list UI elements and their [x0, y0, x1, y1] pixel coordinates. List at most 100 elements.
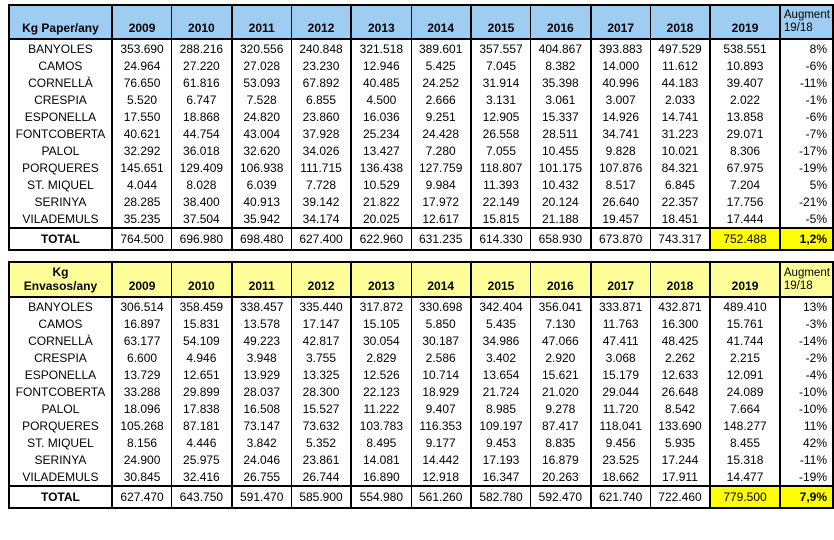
value-cell: 2.262: [649, 349, 711, 366]
value-cell: 5.520: [110, 91, 172, 108]
value-cell: 87.417: [530, 417, 591, 434]
table-row: VILADEMULS 30.845 32.416 26.755 26.744 16.890…: [9, 468, 833, 486]
value-cell: 107.876: [589, 159, 651, 176]
value-cell: 10.021: [649, 142, 711, 159]
value-cell: 26.755: [230, 468, 292, 486]
year-column-header: 2011: [230, 5, 292, 40]
table-title: Kg Paper/any: [9, 5, 112, 40]
value-cell: 3.948: [230, 349, 292, 366]
value-cell: 20.263: [530, 468, 591, 486]
value-cell: 40.996: [589, 74, 651, 91]
municipality-label: CRESPIA: [9, 349, 113, 366]
value-cell: 357.557: [469, 39, 531, 57]
value-cell: 31.223: [649, 125, 711, 142]
augment-cell: 8%: [778, 39, 833, 57]
value-cell: 17.838: [171, 400, 232, 417]
value-cell: 12.633: [649, 366, 711, 383]
value-cell: 3.402: [469, 349, 531, 366]
value-cell: 23.230: [290, 57, 352, 74]
value-cell: 111.715: [290, 159, 352, 176]
value-cell: 26.648: [649, 383, 711, 400]
value-cell: 6.747: [171, 91, 232, 108]
value-cell: 6.039: [230, 176, 292, 193]
header-row: Kg Paper/any 2009 2010 2011 2012 2013 2014 2015…: [9, 5, 833, 40]
value-cell: 34.741: [589, 125, 651, 142]
value-cell: 22.123: [350, 383, 412, 400]
value-cell: 8.835: [530, 434, 591, 451]
value-cell: 43.004: [230, 125, 292, 142]
value-cell: 9.407: [410, 400, 471, 417]
value-cell: 32.292: [110, 142, 172, 159]
table-row: PALOL 32.292 36.018 32.620 34.026 13.427 7.280…: [9, 142, 833, 159]
value-cell: 12.651: [171, 366, 232, 383]
value-cell: 321.518: [350, 39, 412, 57]
total-value-cell: 658.930: [530, 227, 591, 250]
table-row: FONTCOBERTA 40.621 44.754 43.004 37.928 25.23…: [9, 125, 833, 142]
municipality-label: BANYOLES: [9, 297, 113, 315]
total-value-cell: 698.480: [230, 227, 292, 250]
year-column-header: 2010: [171, 5, 232, 40]
value-cell: 3.842: [230, 434, 292, 451]
value-cell: 20.025: [350, 210, 412, 228]
value-cell: 14.442: [410, 451, 471, 468]
year-column-header: 2015: [469, 262, 531, 298]
augment-cell: -14%: [778, 332, 833, 349]
year-column-header: 2011: [230, 262, 292, 298]
municipality-label: FONTCOBERTA: [9, 383, 113, 400]
value-cell: 47.066: [530, 332, 591, 349]
value-cell: 8.517: [589, 176, 651, 193]
value-cell: 38.400: [171, 193, 232, 210]
municipality-label: BANYOLES: [9, 39, 113, 57]
value-cell: 11.612: [649, 57, 711, 74]
value-cell: 13.325: [290, 366, 352, 383]
total-value-cell: 764.500: [110, 227, 172, 250]
value-cell: 13.729: [110, 366, 172, 383]
total-value-cell: 743.317: [649, 227, 711, 250]
augment-cell: -11%: [778, 74, 833, 91]
value-cell: 26.640: [589, 193, 651, 210]
total-value-cell: 673.870: [589, 227, 651, 250]
year-column-header: 2018: [649, 262, 711, 298]
value-cell: 10.529: [350, 176, 412, 193]
value-cell: 35.398: [530, 74, 591, 91]
value-cell: 5.935: [649, 434, 711, 451]
value-cell: 288.216: [171, 39, 232, 57]
value-cell: 16.347: [469, 468, 531, 486]
year-column-header: 2013: [350, 262, 412, 298]
total-value-cell: 554.980: [350, 485, 412, 508]
value-cell: 11.393: [469, 176, 531, 193]
value-cell: 4.946: [171, 349, 232, 366]
table-row: PALOL 18.096 17.838 16.508 15.527 11.222 9.407…: [9, 400, 833, 417]
total-value-cell: 627.470: [110, 485, 172, 508]
municipality-label: PORQUERES: [9, 159, 113, 176]
value-cell: 12.946: [350, 57, 412, 74]
value-cell: 8.985: [469, 400, 531, 417]
year-column-header: 2016: [530, 5, 591, 40]
year-column-header: 2015: [469, 5, 531, 40]
value-cell: 17.911: [649, 468, 711, 486]
value-cell: 6.845: [649, 176, 711, 193]
value-cell: 320.556: [230, 39, 292, 57]
total-value-cell: 561.260: [410, 485, 471, 508]
kg-envasos-per-year-table: Kg Envasos/any 2009 2010 2011 2012 2013 2014 20…: [8, 261, 834, 509]
table-title: Kg Envasos/any: [9, 262, 112, 298]
value-cell: 14.000: [589, 57, 651, 74]
value-cell: 2.666: [410, 91, 471, 108]
value-cell: 8.495: [350, 434, 412, 451]
value-cell: 21.724: [469, 383, 531, 400]
table-row: CORNELLÀ 76.650 61.816 53.093 67.892 40.485 24…: [9, 74, 833, 91]
value-cell: 18.868: [171, 108, 232, 125]
value-cell: 393.883: [589, 39, 651, 57]
value-cell: 9.456: [589, 434, 651, 451]
value-cell: 7.528: [230, 91, 292, 108]
value-cell: 49.223: [230, 332, 292, 349]
municipality-label: SERINYA: [9, 451, 113, 468]
table-row: PORQUERES 105.268 87.181 73.147 73.632 103.78…: [9, 417, 833, 434]
augment-cell: -17%: [778, 142, 833, 159]
augment-cell: -4%: [778, 366, 833, 383]
value-cell: 3.007: [589, 91, 651, 108]
value-cell: 497.529: [649, 39, 711, 57]
augment-cell: -6%: [778, 108, 833, 125]
value-cell: 7.664: [709, 400, 780, 417]
value-cell: 9.984: [410, 176, 471, 193]
